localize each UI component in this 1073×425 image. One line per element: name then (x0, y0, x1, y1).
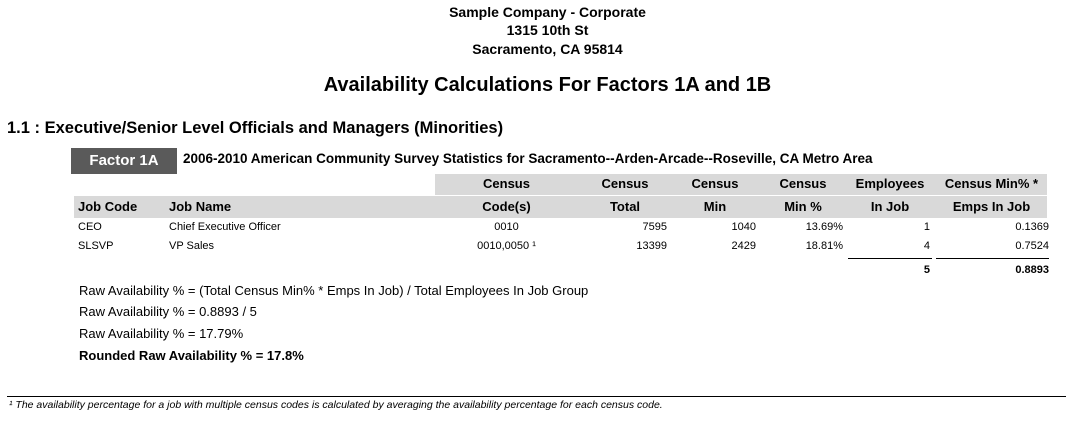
total-employees: 5 (923, 264, 930, 276)
company-address-line2: Sacramento, CA 95814 (472, 41, 623, 57)
header-census-min-pct-top: Census (779, 176, 827, 191)
cell-census-min: 1040 (731, 221, 756, 233)
cell-census-codes: 0010,0050 ¹ (477, 240, 536, 252)
header-census-total-top: Census (601, 176, 649, 191)
header-employees-top: Employees (855, 176, 925, 191)
header-census-total: Total (609, 199, 641, 214)
company-address-line1: 1315 10th St (506, 22, 589, 38)
calc-result: Rounded Raw Availability % = 17.8% (79, 348, 304, 363)
header-census-codes: Code(s) (482, 199, 531, 214)
company-name: Sample Company - Corporate (449, 4, 646, 20)
header-census-min-pct: Min % (784, 199, 822, 214)
cell-employees: 1 (923, 221, 930, 233)
header-bg-bottom (74, 196, 1047, 218)
header-job-name: Job Name (169, 199, 232, 214)
cell-census-min-pct: 18.81% (805, 240, 843, 252)
cell-job-name: Chief Executive Officer (169, 221, 281, 233)
section-title: 1.1 : Executive/Senior Level Officials a… (7, 119, 504, 137)
header-census-min-emps: Emps In Job (952, 199, 1031, 214)
factor-badge: Factor 1A (71, 148, 177, 174)
header-census-min-top: Census (691, 176, 739, 191)
calc-step1: Raw Availability % = 0.8893 / 5 (79, 304, 257, 319)
header-census-codes-top: Census (483, 176, 530, 191)
factor-description: 2006-2010 American Community Survey Stat… (183, 151, 873, 166)
report-title: Availability Calculations For Factors 1A… (323, 74, 772, 96)
header-job-code: Job Code (78, 199, 138, 214)
total-divider-census-min-emps (936, 258, 1049, 259)
cell-job-name: VP Sales (169, 240, 215, 252)
calc-step2: Raw Availability % = 17.79% (79, 326, 244, 341)
cell-census-min-pct: 13.69% (805, 221, 843, 233)
header-bg-top (435, 174, 1047, 195)
cell-census-total: 13399 (636, 240, 667, 252)
cell-census-min-emps: 0.1369 (1015, 221, 1049, 233)
cell-census-min-emps: 0.7524 (1015, 240, 1049, 252)
total-divider-employees (848, 258, 932, 259)
cell-employees: 4 (923, 240, 930, 252)
cell-job-code: SLSVP (78, 240, 114, 252)
footer-divider (7, 396, 1066, 397)
cell-census-total: 7595 (642, 221, 667, 233)
total-census-min-emps: 0.8893 (1015, 264, 1049, 276)
cell-census-min: 2429 (731, 240, 756, 252)
header-census-min-emps-top: Census Min% * (944, 176, 1039, 191)
cell-job-code: CEO (78, 221, 102, 233)
cell-census-codes: 0010 (494, 221, 519, 233)
header-census-min: Min (703, 199, 727, 214)
calc-formula: Raw Availability % = (Total Census Min% … (79, 283, 589, 298)
footnote: ¹ The availability percentage for a job … (9, 399, 663, 411)
header-employees: In Job (870, 199, 910, 214)
